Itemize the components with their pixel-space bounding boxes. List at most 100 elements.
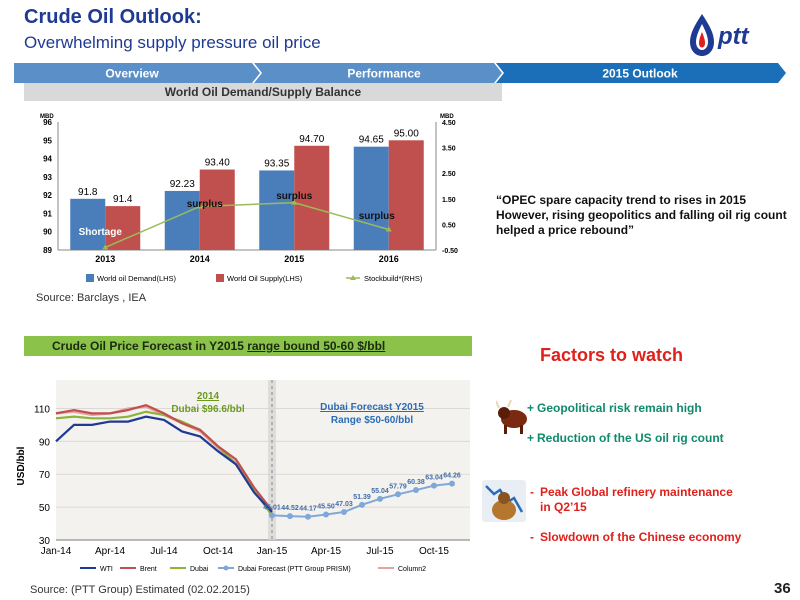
annotation-forecast-sub: Range $50-60/bbl (331, 415, 413, 426)
demand-value-label: 92.23 (170, 179, 195, 190)
tab-overview[interactable]: Overview (14, 63, 260, 83)
legend-marker (223, 565, 229, 571)
tab-overview-label: Overview (105, 67, 159, 81)
section-nav: Overview Performance 2015 Outlook (14, 63, 786, 83)
left-tick-label: 92 (43, 191, 52, 200)
factor-refinery: - Peak Global refinery maintenance in Q2’… (530, 485, 733, 515)
factor-text: Slowdown of the Chinese economy (540, 530, 742, 544)
legend-label: Stockbuild*(RHS) (364, 274, 423, 283)
legend-swatch (86, 274, 94, 282)
forecast-value-label: 44.17 (299, 506, 317, 513)
demand-bar (353, 146, 389, 250)
legend-label: WTI (100, 566, 113, 573)
factor-text: in Q2’15 (540, 500, 587, 514)
forecast-point (323, 511, 329, 518)
factor-geopolitical: + Geopolitical risk remain high (527, 401, 702, 416)
forecast-value-label: 51.39 (353, 494, 371, 501)
demand-bar (164, 190, 200, 250)
y-tick-label: 50 (39, 503, 51, 514)
y-tick-label: 90 (39, 437, 51, 448)
supply-value-label: 91.4 (113, 194, 133, 205)
x-tick-label: Jan-15 (257, 546, 288, 557)
stockbuild-line (104, 201, 389, 249)
x-tick-label: Oct-15 (419, 546, 449, 557)
supply-bar (199, 169, 235, 250)
supply-demand-chart: MBD MBD 89 90 91 92 93 94 95 96 -0.50 0.50 1.50 2.50 3… (40, 114, 458, 283)
left-tick-label: 93 (43, 173, 52, 182)
surplus-annotation: surplus (276, 191, 313, 202)
factor-text: Geopolitical risk remain high (537, 401, 702, 415)
forecast-point (431, 482, 437, 489)
legend-label: World Oil Supply(LHS) (227, 274, 303, 283)
supply-bar (388, 140, 424, 250)
wti-line (55, 415, 273, 513)
legend-marker (350, 275, 356, 280)
surplus-annotation: surplus (187, 199, 224, 210)
category-label: 2016 (379, 254, 399, 264)
page-subtitle: Overwhelming supply pressure oil price (24, 33, 321, 52)
left-tick-label: 90 (43, 228, 52, 237)
stockbuild-point (102, 244, 109, 250)
stockbuild-point (291, 199, 298, 205)
ptt-logo: ptt (690, 14, 750, 56)
forecast-value-label: 45.50 (317, 504, 335, 511)
x-tick-label: Oct-14 (203, 546, 233, 557)
chart1-heading: World Oil Demand/Supply Balance (24, 83, 502, 101)
left-tick-label: 95 (43, 136, 52, 145)
factor-china: - Slowdown of the Chinese economy (530, 530, 741, 545)
right-tick-label: 2.50 (442, 171, 456, 178)
annotation-2014-sub: Dubai $96.6/bbl (171, 404, 245, 415)
opec-quote: “OPEC spare capacity trend to rises in 2… (496, 193, 787, 237)
annotation-2014: 2014 (197, 391, 220, 402)
stockbuild-point (196, 203, 203, 209)
tab-performance[interactable]: Performance (254, 63, 502, 83)
x-tick-label: Apr-14 (95, 546, 125, 557)
forecast-point (359, 501, 365, 508)
minus-sign: - (530, 530, 534, 544)
legend-label: Column2 (398, 566, 426, 573)
forecast-point (287, 513, 293, 520)
legend-label: Dubai Forecast (PTT Group PRISM) (238, 566, 351, 573)
demand-value-label: 94.65 (359, 135, 384, 146)
plus-sign: + (527, 431, 535, 445)
y-axis-label: USD/bbl (16, 446, 27, 485)
category-label: 2015 (284, 254, 304, 264)
chart1-source: Source: Barclays , IEA (36, 292, 147, 304)
right-axis-unit: MBD (440, 114, 454, 120)
tab-2015-outlook[interactable]: 2015 Outlook (496, 63, 786, 83)
svg-text:ptt: ptt (717, 23, 750, 50)
forecast-value-label: 47.03 (335, 501, 353, 508)
demand-value-label: 91.8 (78, 187, 98, 198)
demand-bar (70, 198, 106, 250)
forecast-value-label: 64.26 (443, 473, 461, 480)
legend-swatch (216, 274, 224, 282)
left-tick-label: 89 (43, 246, 52, 255)
chart2-heading-prefix: Crude Oil Price Forecast in Y2015 (52, 339, 248, 353)
factor-text: Reduction of the US oil rig count (537, 431, 724, 445)
tab-2015-outlook-label: 2015 Outlook (602, 67, 678, 81)
bear-icon (482, 480, 526, 522)
page-number: 36 (774, 580, 791, 597)
supply-bar (105, 206, 141, 250)
supply-value-label: 93.40 (205, 158, 230, 169)
right-tick-label: 4.50 (442, 120, 456, 127)
forecast-value-label: 45.01 (263, 504, 281, 511)
forecast-value-label: 44.52 (281, 505, 299, 512)
x-tick-label: Jul-15 (366, 546, 394, 557)
right-tick-label: 0.50 (442, 222, 456, 229)
x-tick-label: Jan-14 (41, 546, 72, 557)
right-tick-label: -0.50 (442, 248, 458, 255)
shortage-annotation: Shortage (79, 227, 123, 238)
forecast-value-label: 55.04 (371, 488, 389, 495)
x-tick-label: Apr-15 (311, 546, 341, 557)
surplus-annotation: surplus (359, 211, 396, 222)
demand-value-label: 93.35 (264, 158, 289, 169)
forecast-point (449, 480, 455, 487)
right-tick-label: 1.50 (442, 197, 456, 204)
forecast-value-label: 57.79 (389, 483, 407, 490)
annotation-forecast: Dubai Forecast Y2015 (320, 402, 424, 413)
factor-text: Peak Global refinery maintenance (540, 485, 733, 499)
right-tick-label: 3.50 (442, 146, 456, 153)
y-tick-label: 30 (39, 536, 51, 547)
category-label: 2013 (95, 254, 115, 264)
